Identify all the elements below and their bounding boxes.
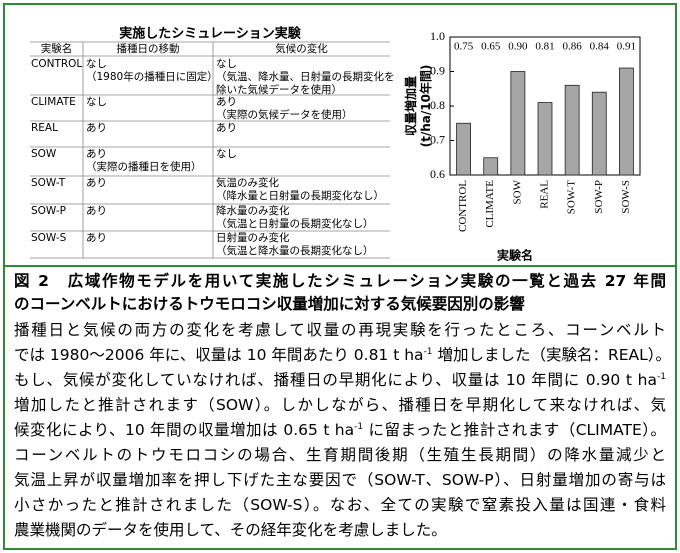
table-cell: （1980年の播種日に固定）	[86, 70, 218, 83]
caption-line: 増加したと推計されます（SOW）。しかしながら、播種日を早期化して来なければ、気	[14, 393, 666, 418]
text-run: 増加しました（実験名：REAL）。	[432, 346, 666, 364]
caption-body: 播種日と気候の両方の変化を考慮して収量の再現実験を行ったところ、コーンベルト では…	[14, 318, 666, 543]
table-cell: SOW-T	[31, 177, 66, 189]
table-title: 実施したシミュレーション実験	[119, 26, 301, 42]
caption-title-line: 図 2 広域作物モデルを用いて実施したシミュレーション実験の一覧と過去 27 年…	[14, 272, 666, 290]
text-run: 増加したと推計されます（SOW）。しかしながら、播種日を早期化して来なければ、気	[14, 396, 666, 414]
table-cell: （気温と日射量の長期変化なし）	[216, 217, 374, 230]
table-header: 実験名	[41, 42, 73, 55]
table-header: 播種日の移動	[117, 42, 180, 55]
value-label: 0.90	[508, 41, 528, 53]
bar	[483, 157, 499, 176]
text-run: 気温上昇が収量増加率を押し下げた主な要因で（SOW-T、SOW-P）、日射量増加…	[14, 471, 666, 489]
superscript: -1	[657, 372, 666, 382]
y-axis-label-line: (t/ha/10年間)	[418, 65, 433, 148]
text-run: コーンベルトのトウモロコシの場合、生育期間後期（生殖生長期間）の降水量減少と	[14, 446, 666, 464]
table-cell: あり	[86, 205, 107, 217]
caption-line: 気温上昇が収量増加率を押し下げた主な要因で（SOW-T、SOW-P）、日射量増加…	[14, 468, 666, 493]
table-cell: あり	[86, 148, 107, 160]
table-cell: （降水量と日射量の長期変化なし）	[216, 189, 384, 202]
table-cell: SOW-S	[31, 232, 67, 244]
bar	[591, 91, 607, 176]
text-run: 候変化により、10 年間の収量増加は 0.65 t ha	[14, 421, 355, 439]
table-cell: あり	[86, 177, 107, 189]
y-tick-label: 0.9	[430, 63, 445, 77]
table-cell: SOW	[31, 148, 57, 160]
x-tick-label: SOW-S	[620, 180, 632, 214]
value-label: 0.84	[590, 41, 610, 53]
table-cell: あり	[216, 122, 237, 134]
x-tick-label: SOW-P	[593, 180, 605, 214]
text-run: 農業機関のデータを使用して、その経年変化を考慮しました。	[14, 521, 447, 539]
bar	[456, 122, 471, 176]
superscript: -1	[354, 422, 364, 432]
table-cell: なし	[216, 58, 237, 70]
table-cell: （実際の気候データを使用）	[216, 108, 353, 121]
bar	[510, 71, 526, 176]
table-cell: 日射量のみ変化	[216, 231, 290, 244]
y-axis-label: 収量増加量(t/ha/10年間)	[403, 65, 433, 148]
x-tick-label: CONTROL	[457, 180, 469, 232]
table-header: 気候の変化	[275, 42, 328, 55]
separator	[3, 265, 677, 267]
text-run: に留まったと推計されます（CLIMATE）。	[363, 421, 666, 439]
y-axis-label-line: 収量増加量	[403, 76, 418, 136]
y-tick-label: 0.7	[430, 132, 445, 146]
text-run: もし、気候が変化していなければ、播種日の早期化により、収量は 10 年間に 0.…	[14, 371, 658, 389]
table-cell: CONTROL	[31, 58, 82, 70]
caption-title: 図 2 広域作物モデルを用いて実施したシミュレーション実験の一覧と過去 27 年…	[14, 270, 666, 316]
table-cell: （実際の播種日を使用）	[86, 160, 202, 173]
table-cell: あり	[86, 122, 107, 134]
caption-line: もし、気候が変化していなければ、播種日の早期化により、収量は 10 年間に 0.…	[14, 368, 666, 393]
value-label: 0.65	[481, 41, 501, 53]
caption-line: では 1980～2006 年に、収量は 10 年間あたり 0.81 t ha-1…	[14, 343, 666, 368]
table-cell: 気温のみ変化	[216, 176, 279, 189]
table-cell: （気温と降水量の長期変化なし）	[216, 244, 374, 257]
y-tick-label: 1.0	[430, 29, 445, 43]
table-cell: なし	[86, 58, 107, 70]
caption-line: 播種日と気候の両方の変化を考慮して収量の再現実験を行ったところ、コーンベルト	[14, 318, 666, 343]
table-cell: あり	[216, 96, 237, 108]
text-run: 小さかったと推計されました（SOW-S）。なお、全ての実験で窒素投入量は国連・食…	[14, 496, 666, 514]
superscript: -1	[423, 347, 433, 357]
caption-line: 小さかったと推計されました（SOW-S）。なお、全ての実験で窒素投入量は国連・食…	[14, 493, 666, 518]
x-tick-label: CLIMATE	[484, 180, 496, 228]
x-tick-label: SOW-T	[566, 180, 578, 215]
value-label: 0.81	[535, 41, 554, 53]
caption-title-line: のコーンベルトにおけるトウモロコシ収量増加に対する気候要因別の影響	[14, 295, 525, 313]
value-label: 0.86	[563, 41, 583, 53]
table-cell: なし	[86, 96, 107, 108]
x-tick-label: SOW	[511, 179, 523, 204]
bar	[564, 84, 580, 176]
bar	[619, 67, 634, 176]
y-tick-label: 0.6	[430, 167, 445, 181]
text-run: 播種日と気候の両方の変化を考慮して収量の再現実験を行ったところ、コーンベルト	[14, 321, 666, 339]
table-cell: CLIMATE	[31, 96, 76, 108]
frame	[3, 3, 677, 550]
table-cell: あり	[86, 232, 107, 244]
table-cell: 降水量のみ変化	[216, 204, 290, 217]
table-cell: （気温、降水量、日射量の長期変化を	[216, 70, 395, 83]
x-axis-label: 実験名	[497, 248, 533, 263]
table-cell: 除いた気候データを使用）	[216, 83, 342, 96]
value-label: 0.91	[617, 41, 636, 53]
text-run: では 1980～2006 年に、収量は 10 年間あたり 0.81 t ha	[14, 346, 424, 364]
table-cell: REAL	[31, 122, 58, 134]
caption-line: 農業機関のデータを使用して、その経年変化を考慮しました。	[14, 518, 666, 543]
bar	[537, 102, 553, 176]
caption-line: 候変化により、10 年間の収量増加は 0.65 t ha-1 に留まったと推計さ…	[14, 418, 666, 443]
table-cell: なし	[216, 148, 237, 160]
caption-line: コーンベルトのトウモロコシの場合、生育期間後期（生殖生長期間）の降水量減少と	[14, 443, 666, 468]
value-label: 0.75	[454, 41, 474, 53]
y-tick-label: 0.8	[430, 98, 445, 112]
x-tick-label: REAL	[539, 180, 551, 209]
table-cell: SOW-P	[31, 205, 66, 217]
